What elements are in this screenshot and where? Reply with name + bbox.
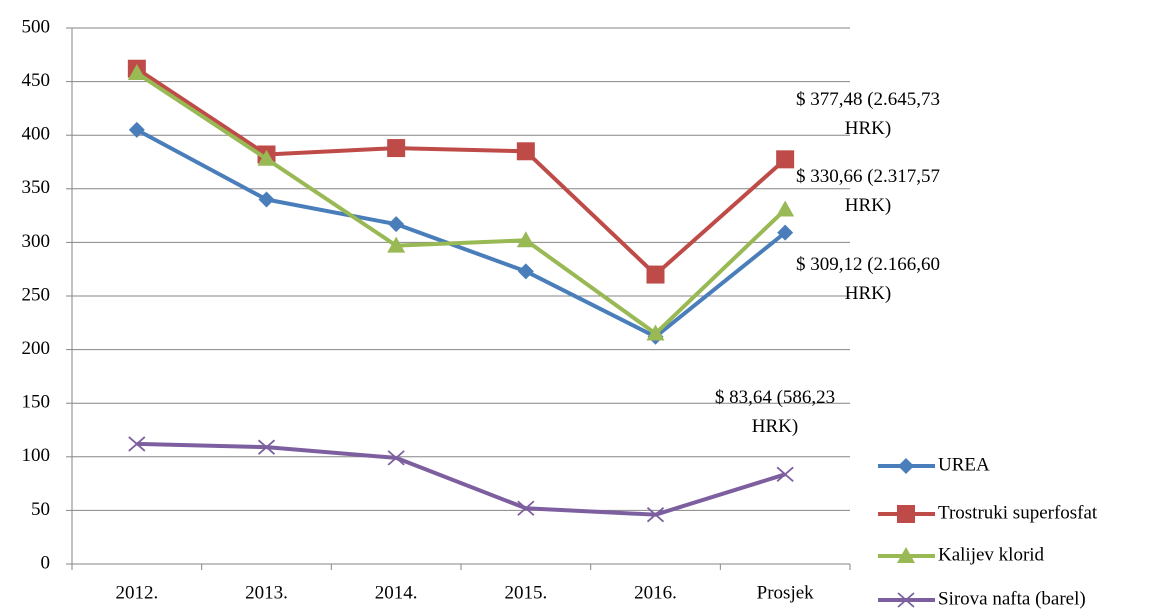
marker-stroke — [897, 592, 915, 608]
series-line — [135, 67, 787, 277]
marker — [257, 439, 276, 455]
marker-stroke — [517, 500, 535, 516]
legend-label: Sirova nafta (barel) — [938, 588, 1086, 609]
legend-label: Trostruki superfosfat — [938, 502, 1098, 523]
marker — [897, 505, 915, 523]
marker — [128, 121, 145, 138]
marker — [128, 436, 146, 452]
marker — [257, 149, 276, 166]
marker — [776, 150, 795, 169]
marker — [897, 592, 915, 608]
marker-stroke — [387, 450, 405, 466]
marker-stroke — [646, 507, 665, 523]
marker — [646, 507, 665, 523]
x-tick-label: 2014. — [375, 582, 418, 603]
legend-label: Kalijev klorid — [938, 544, 1045, 565]
series-line — [135, 128, 787, 339]
series-line — [135, 71, 787, 336]
x-tick-label: 2016. — [634, 582, 677, 603]
marker — [516, 142, 535, 161]
y-tick-label: 400 — [22, 124, 51, 145]
x-tick-label: Prosjek — [757, 582, 815, 603]
y-tick-label: 50 — [31, 499, 50, 520]
marker — [517, 263, 534, 280]
marker — [258, 191, 275, 208]
y-tick-label: 450 — [22, 70, 51, 91]
marker — [516, 231, 535, 248]
marker-stroke — [776, 466, 794, 483]
legend-label: UREA — [938, 454, 990, 475]
marker — [646, 265, 665, 284]
data-label: $ 83,64 (586,23 HRK) — [714, 387, 836, 437]
marker — [517, 500, 535, 516]
x-tick-label: 2012. — [115, 582, 158, 603]
marker — [776, 200, 795, 217]
marker — [776, 466, 794, 483]
marker — [646, 324, 665, 341]
marker — [898, 458, 914, 474]
x-tick-label: 2015. — [504, 582, 547, 603]
marker — [387, 450, 405, 466]
x-tick-label: 2013. — [245, 582, 288, 603]
marker — [387, 236, 406, 253]
data-label: $ 330,66 (2.317,57 HRK) — [795, 166, 941, 216]
marker — [388, 216, 405, 233]
data-label: $ 309,12 (2.166,60 HRK) — [795, 254, 941, 304]
marker — [127, 64, 146, 81]
y-tick-label: 350 — [22, 177, 51, 198]
marker — [897, 547, 915, 563]
y-tick-label: 300 — [22, 231, 51, 252]
data-label: $ 377,48 (2.645,73 HRK) — [795, 89, 941, 139]
marker-stroke — [257, 439, 276, 455]
marker — [387, 139, 406, 158]
y-tick-label: 100 — [22, 445, 51, 466]
y-tick-label: 150 — [22, 392, 51, 413]
y-tick-label: 250 — [22, 284, 51, 305]
y-tick-label: 0 — [41, 552, 51, 573]
series-line — [136, 441, 786, 517]
marker — [777, 224, 794, 241]
y-tick-label: 500 — [22, 16, 51, 37]
y-tick-label: 200 — [22, 338, 51, 359]
marker-stroke — [128, 436, 146, 452]
